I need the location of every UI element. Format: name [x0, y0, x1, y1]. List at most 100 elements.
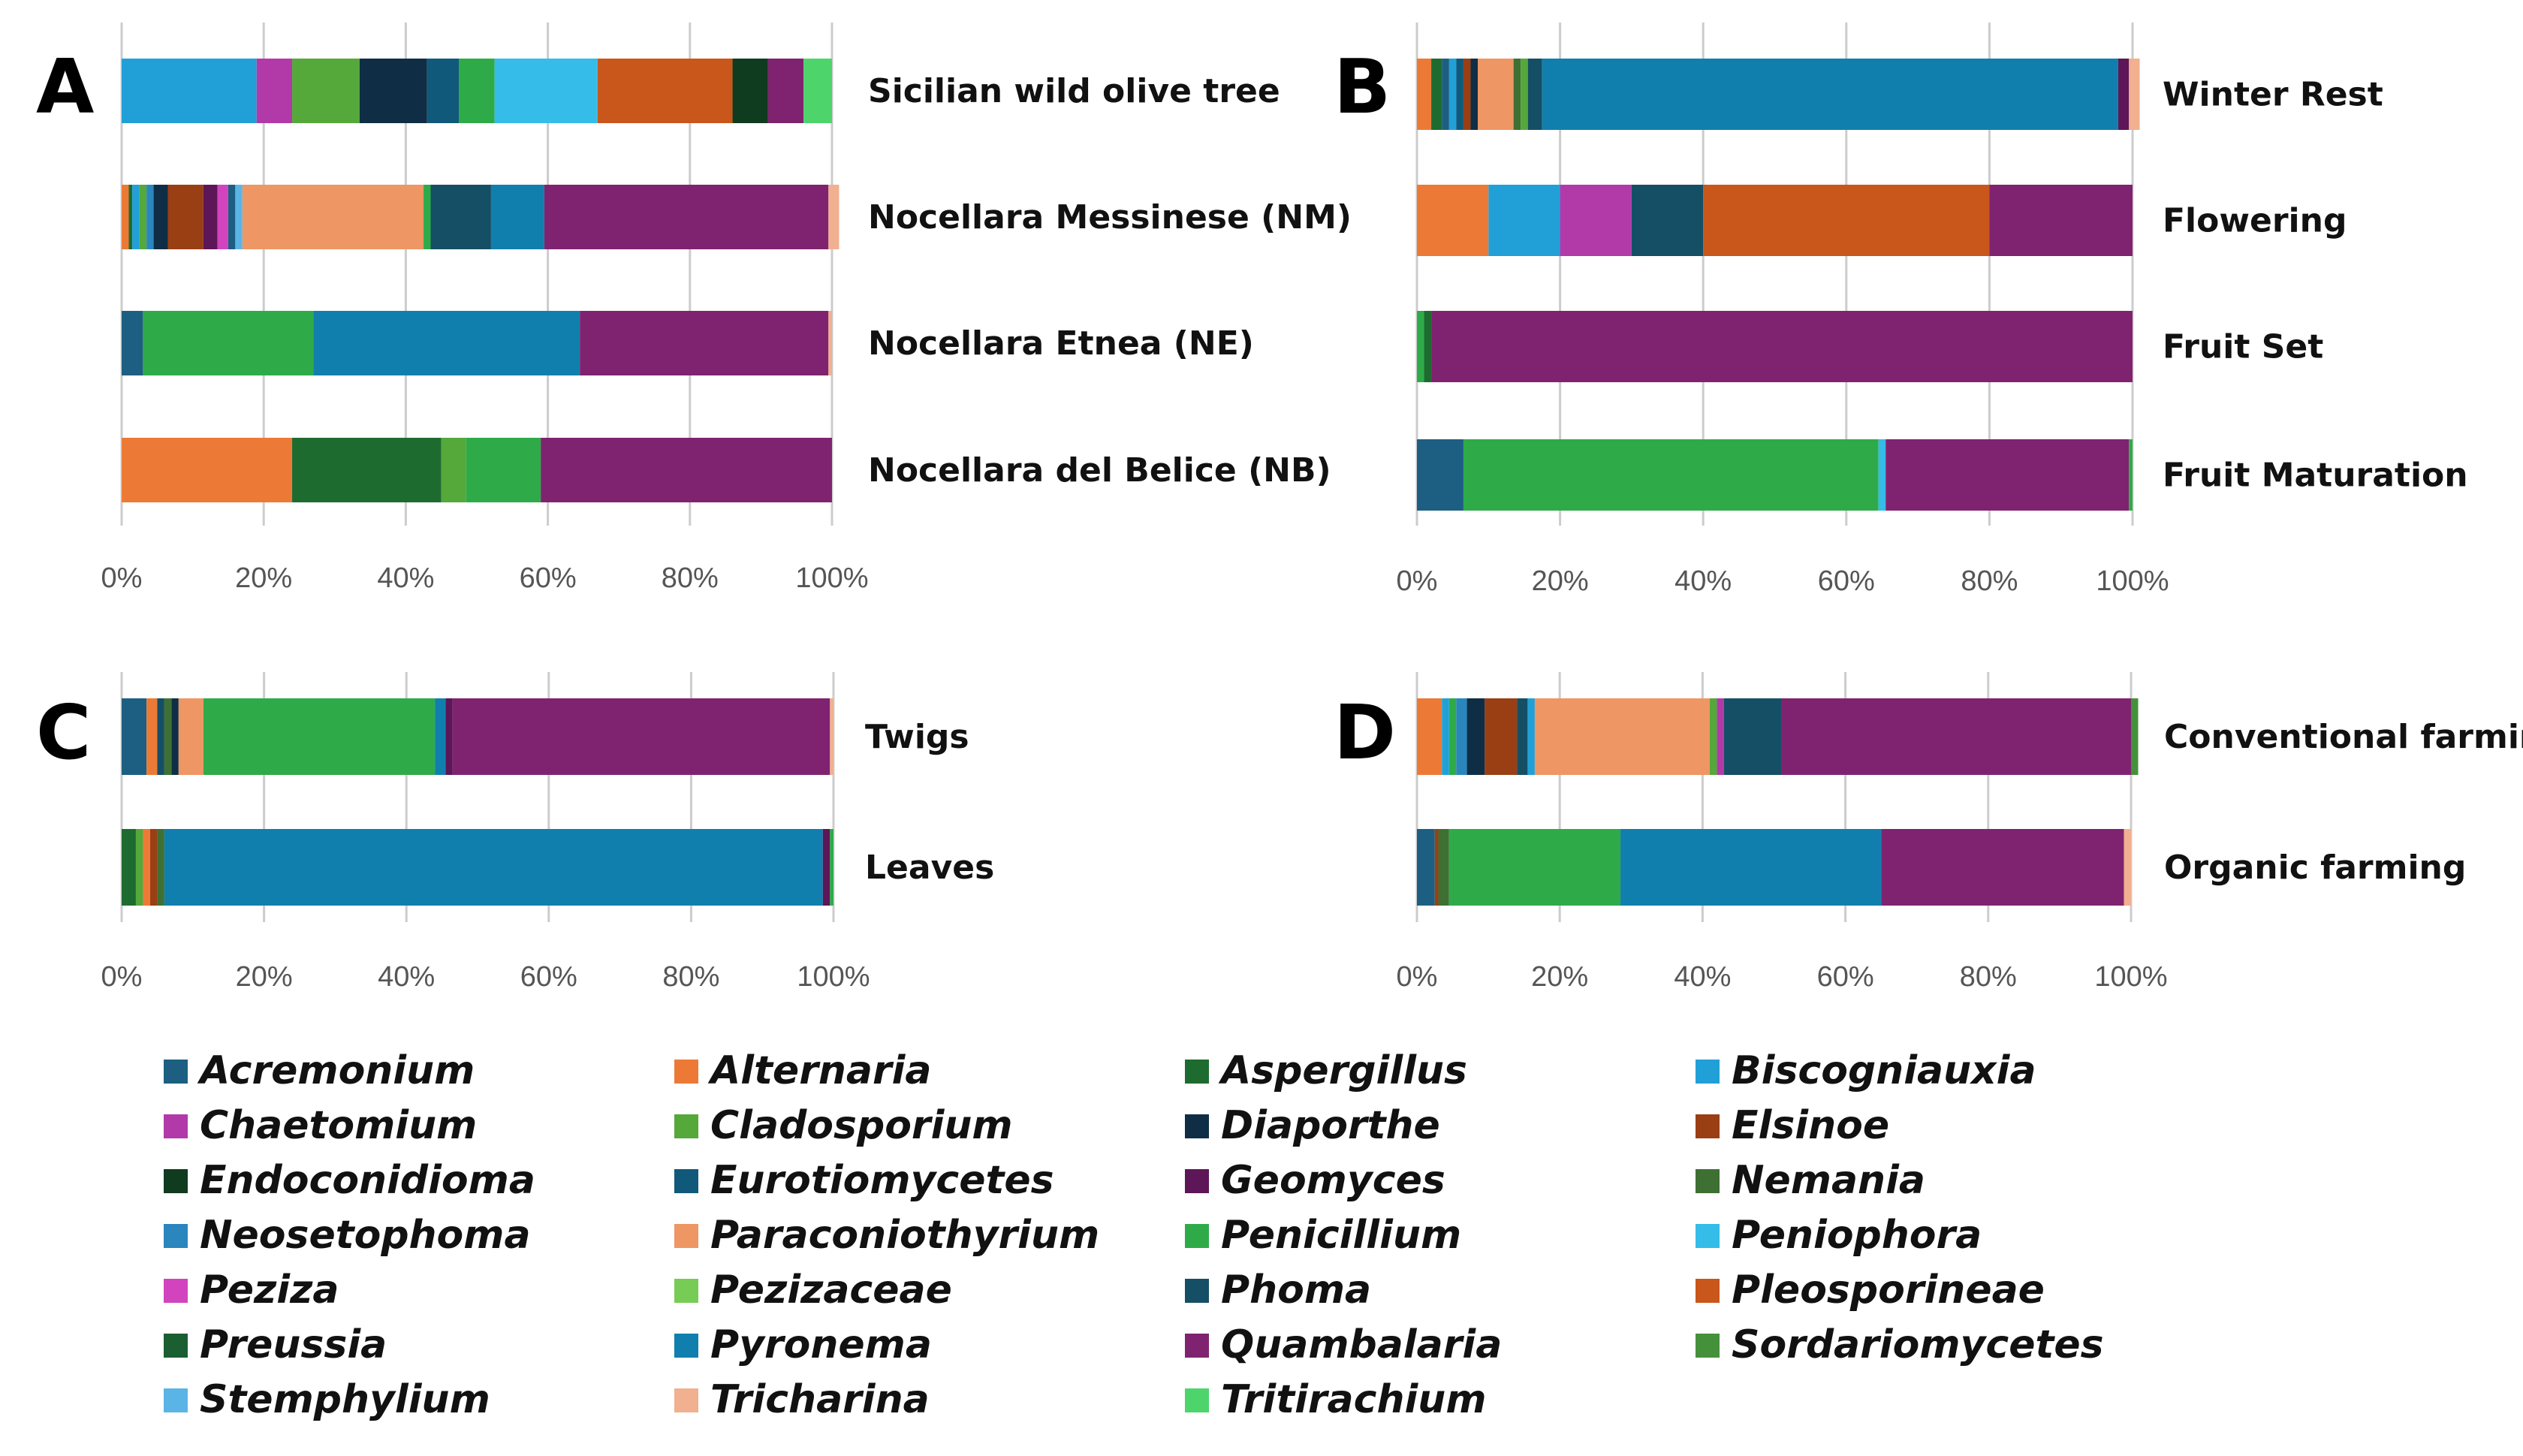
legend-label: Diaporthe [1221, 1103, 1440, 1148]
bar-segment-cladosporium [139, 185, 147, 249]
panel-letter: D [1334, 689, 1396, 776]
bar-segment-phoma [1527, 59, 1542, 130]
bar-segment-acremonium [122, 698, 147, 775]
legend-label: Sordariomycetes [1732, 1322, 2104, 1367]
legend-swatch [1696, 1060, 1720, 1084]
legend-label: Chaetomium [200, 1103, 477, 1148]
bar-segment-paraconiothyrium [242, 185, 424, 249]
bar-segment-pleosporineae [1703, 185, 1990, 256]
tick-label: 0% [101, 961, 143, 993]
category-label: Nocellara Messinese (NM) [868, 198, 1352, 237]
panel-letter: A [36, 43, 94, 131]
legend-item-tricharina: Tricharina [674, 1377, 930, 1422]
legend-label: Nemania [1732, 1158, 1925, 1203]
legend-item-geomyces: Geomyces [1185, 1158, 1445, 1203]
bar-segment-tricharina [2129, 59, 2140, 130]
legend-swatch [1185, 1224, 1209, 1248]
category-label: Flowering [2163, 202, 2347, 240]
bar-segment-elsinoe [1434, 829, 1439, 906]
legend-label: Elsinoe [1732, 1103, 1889, 1148]
legend-swatch [1185, 1060, 1209, 1084]
legend-swatch [164, 1224, 188, 1248]
category-label: Sicilian wild olive tree [868, 72, 1280, 110]
legend-item-aspergillus: Aspergillus [1185, 1048, 1467, 1093]
legend-item-nemania: Nemania [1696, 1158, 1925, 1203]
panel-a: 0% 20% 40% 60% 80% 100% Sicilian wild olive tr… [36, 23, 1352, 594]
bar-segment-peziza [217, 185, 228, 249]
legend-label: Quambalaria [1221, 1322, 1502, 1367]
bar-segment-sordariomycetes [2131, 698, 2139, 775]
bar-segment-phoma [1723, 698, 1782, 775]
tick-label: 80% [1961, 565, 2018, 597]
bar-segment-tricharina [828, 185, 839, 249]
legend-item-neosetophoma: Neosetophoma [164, 1213, 531, 1258]
tick-label: 80% [662, 961, 719, 993]
legend-swatch [164, 1060, 188, 1084]
legend-item-pleosporineae: Pleosporineae [1696, 1268, 2045, 1313]
bar-segment-penicillium [459, 59, 495, 123]
bar-segment-peniophora [1878, 439, 1886, 511]
legend-swatch [1185, 1388, 1209, 1412]
bar-segment-cladosporium [135, 829, 143, 906]
bar-segment-geomyces [203, 185, 218, 249]
legend-swatch [674, 1114, 698, 1138]
legend-item-alternaria: Alternaria [674, 1048, 932, 1093]
bar-segment-tricharina [2124, 829, 2131, 906]
bar-segment-paraconiothyrium [1478, 59, 1514, 130]
bar-segment-penicillium [424, 185, 431, 249]
bar-segment-quambalaria [1781, 698, 2131, 775]
legend-label: Preussia [200, 1322, 387, 1367]
legend: Acremonium Alternaria Aspergillus Biscognia… [164, 1048, 2104, 1422]
bar-segment-biscogniauxia [1527, 698, 1535, 775]
tick-label: 40% [1674, 565, 1732, 597]
tick-label: 100% [2094, 961, 2167, 993]
tick-label: 80% [1960, 961, 2017, 993]
bar-segment-tricharina [828, 311, 832, 375]
tick-label: 0% [101, 562, 143, 594]
bar-segment-aspergillus [1431, 59, 1442, 130]
bar-segment-eurotiomycetes [1456, 59, 1463, 130]
legend-label: Paraconiothyrium [710, 1213, 1099, 1258]
bar-segment-alternaria [122, 438, 293, 502]
panel-c: 0% 20% 40% 60% 80% 100% Twigs Leaves C [36, 672, 994, 993]
bar-segment-aspergillus [122, 829, 136, 906]
tick-label: 80% [662, 562, 719, 594]
panel-letter: C [36, 689, 91, 776]
tick-label: 40% [1674, 961, 1731, 993]
tick-label: 40% [378, 961, 435, 993]
bar-segment-cladosporium [1709, 698, 1717, 775]
bar-segment-geomyces [445, 698, 453, 775]
bar-segment-nemania [1513, 59, 1521, 130]
bar-segment-alternaria [143, 829, 150, 906]
panel-d: 0% 20% 40% 60% 80% 100% Conventional farming Or… [1334, 672, 2523, 993]
legend-item-tritirachium: Tritirachium [1185, 1377, 1487, 1422]
legend-label: Geomyces [1221, 1158, 1445, 1203]
bar-segment-diaporthe [359, 59, 427, 123]
bar-segment-chaetomium [1717, 698, 1724, 775]
legend-swatch [164, 1279, 188, 1303]
bar-segment-pleosporineae [597, 59, 733, 123]
bar-segment-acremonium [228, 185, 236, 249]
legend-item-sordariomycetes: Sordariomycetes [1696, 1322, 2104, 1367]
legend-swatch [674, 1388, 698, 1412]
legend-item-peniophora: Peniophora [1696, 1213, 1982, 1258]
legend-item-diaporthe: Diaporthe [1185, 1103, 1440, 1148]
tick-label: 100% [795, 562, 868, 594]
legend-swatch [1185, 1169, 1209, 1193]
bar-segment-aspergillus [292, 438, 442, 502]
legend-swatch [1696, 1224, 1720, 1248]
bar-segment-stemphylium [235, 185, 243, 249]
legend-item-pyronema: Pyronema [674, 1322, 932, 1367]
legend-item-chaetomium: Chaetomium [164, 1103, 477, 1148]
bar-segment-quambalaria [1431, 311, 2133, 382]
bar-segment-biscogniauxia [1488, 185, 1560, 256]
bar-segment-quambalaria [541, 438, 832, 502]
tick-label: 0% [1397, 565, 1438, 597]
bar-segment-quambalaria [452, 698, 830, 775]
bar-segment-alternaria [1417, 185, 1489, 256]
tick-label: 20% [1532, 565, 1589, 597]
legend-label: Cladosporium [710, 1103, 1013, 1148]
bar-segment-geomyces [822, 829, 830, 906]
bar-segment-peniophora [494, 59, 598, 123]
